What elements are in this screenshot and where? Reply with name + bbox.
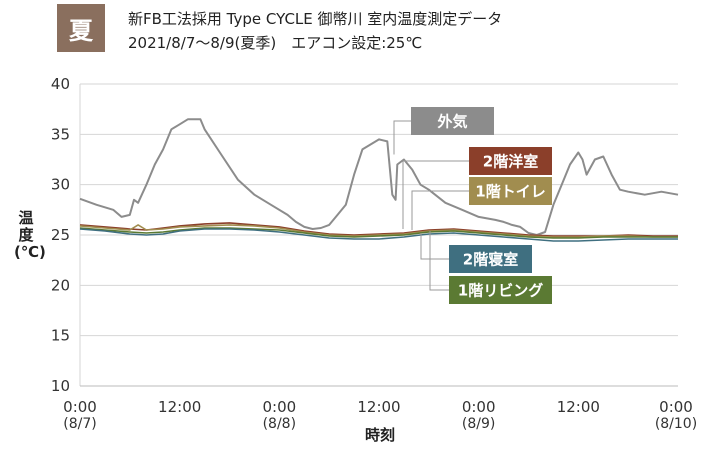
y-tick-label: 40 bbox=[51, 75, 70, 93]
x-tick-sublabel: (8/9) bbox=[462, 416, 495, 432]
series-line-bedroom bbox=[79, 228, 678, 242]
series-lines bbox=[79, 118, 679, 242]
label-leader-line bbox=[429, 231, 449, 291]
label-leader-line bbox=[411, 190, 469, 230]
series-label-living: 1階リビング bbox=[458, 282, 543, 300]
x-tick-sublabel: (8/8) bbox=[263, 416, 296, 432]
series-label-toilet: 1階トイレ bbox=[475, 183, 545, 201]
chart-title: 新FB工法採用 Type CYCLE 御幣川 室内温度測定データ bbox=[128, 10, 503, 28]
series-label-outdoor: 外気 bbox=[436, 113, 467, 131]
series-label-box-toilet bbox=[469, 177, 552, 205]
x-tick-label: 0:00 bbox=[659, 398, 693, 416]
label-leader-line bbox=[420, 233, 449, 260]
y-tick-label: 35 bbox=[51, 125, 70, 143]
series-label-box-western bbox=[469, 147, 552, 175]
y-tick-label: 25 bbox=[51, 226, 70, 244]
label-leader-line bbox=[402, 160, 469, 229]
series-line-outdoor bbox=[79, 118, 679, 236]
chart-subtitle: 2021/8/7～8/9(夏季) エアコン設定:25℃ bbox=[128, 34, 423, 52]
y-tick-label: 15 bbox=[51, 327, 70, 345]
x-tick-sublabel: (8/10) bbox=[655, 416, 697, 432]
series-label-box-bedroom bbox=[449, 245, 532, 273]
x-tick-sublabel: (8/7) bbox=[63, 416, 96, 432]
x-tick-label: 12:00 bbox=[357, 398, 400, 416]
series-label-bedroom: 2階寝室 bbox=[463, 251, 518, 269]
y-tick-label: 10 bbox=[51, 377, 70, 395]
x-tick-label: 12:00 bbox=[557, 398, 600, 416]
y-tick-label: 30 bbox=[51, 176, 70, 194]
series-line-living bbox=[79, 227, 678, 239]
x-tick-label: 0:00 bbox=[462, 398, 496, 416]
y-tick-label: 20 bbox=[51, 276, 70, 294]
x-tick-label: 12:00 bbox=[158, 398, 201, 416]
series-line-western bbox=[79, 222, 678, 237]
y-tick-labels: 10 15 20 25 30 35 40 bbox=[51, 75, 70, 395]
label-leader-line bbox=[393, 120, 411, 155]
x-tick-label: 0:00 bbox=[262, 398, 296, 416]
season-badge: 夏 bbox=[57, 4, 105, 52]
x-tick-label: 0:00 bbox=[63, 398, 97, 416]
series-label-box-living bbox=[449, 276, 552, 304]
series-label-box-outdoor bbox=[411, 107, 494, 135]
series-label-western: 2階洋室 bbox=[483, 153, 538, 171]
series-labels: 外気 2階洋室 1階トイレ 2階寝室 1階リビング bbox=[393, 107, 552, 304]
x-axis-label: 時刻 bbox=[365, 426, 395, 444]
series-line-toilet bbox=[79, 224, 678, 238]
x-tick-labels: 0:00(8/7)12:00 0:00(8/8)12:00 0:00(8/9)12:… bbox=[63, 398, 697, 432]
y-axis-label: 温度(℃) bbox=[14, 209, 46, 261]
